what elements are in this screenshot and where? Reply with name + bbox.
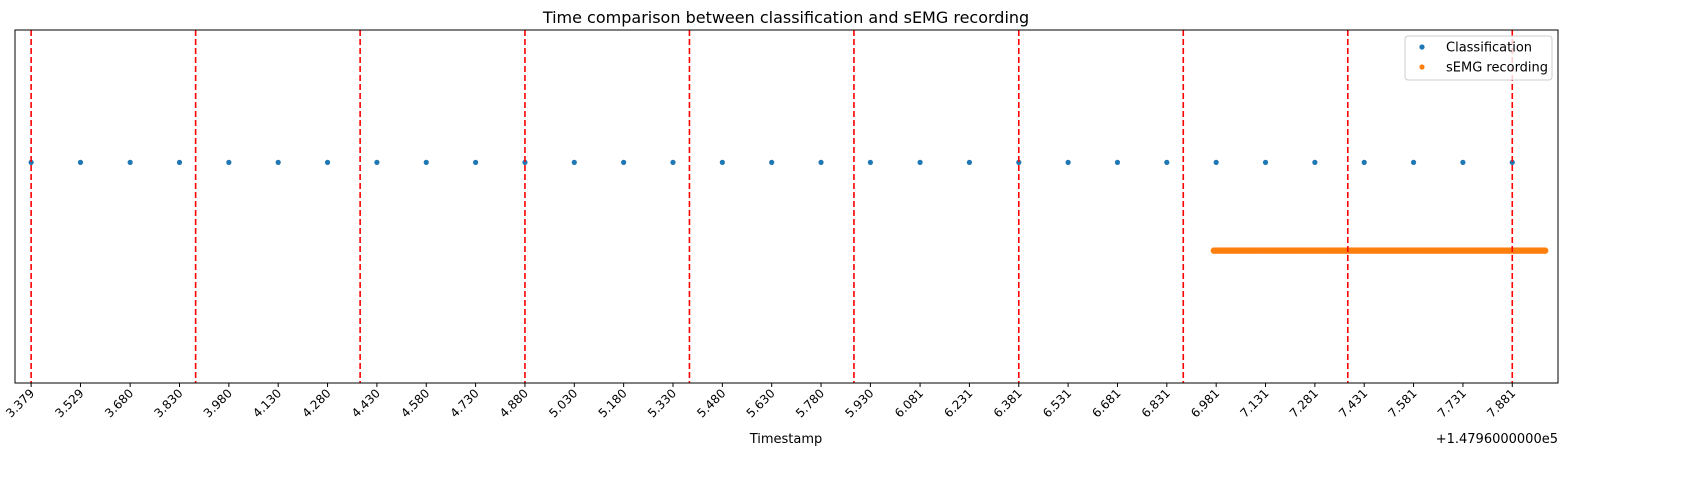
legend-box <box>1404 35 1553 81</box>
classification-point <box>226 159 232 165</box>
classification-point <box>917 159 923 165</box>
legend-label-semg: sEMG recording <box>1446 61 1548 76</box>
classification-point <box>1410 159 1417 165</box>
classification-point <box>1262 159 1269 165</box>
classification-point <box>966 159 973 165</box>
classification-point <box>374 159 380 165</box>
classification-point <box>176 159 183 165</box>
classification-point <box>670 159 676 165</box>
classification-point <box>1361 159 1367 165</box>
classification-point <box>1065 159 1071 165</box>
legend: Classification sEMG recording <box>1404 35 1553 81</box>
classification-point <box>867 159 873 165</box>
classification-point <box>818 159 824 165</box>
plot-frame <box>14 29 1559 384</box>
legend-marker-semg <box>1419 64 1425 70</box>
classification-point <box>127 159 133 165</box>
classification-point <box>1164 159 1170 165</box>
classification-point <box>719 159 725 165</box>
legend-label-classification: Classification <box>1446 41 1532 56</box>
classification-point <box>1509 159 1515 165</box>
legend-marker-classification <box>1419 44 1425 50</box>
plot-area <box>28 30 1549 383</box>
classification-point <box>423 159 429 165</box>
classification-point <box>522 159 528 165</box>
classification-point <box>324 159 331 165</box>
classification-point <box>769 159 775 165</box>
classification-point <box>28 159 34 165</box>
classification-point <box>621 159 627 165</box>
x-axis-offset: +1.4796000000e5 <box>1436 432 1558 447</box>
classification-point <box>275 159 281 165</box>
classification-point <box>1114 159 1121 165</box>
classification-point <box>1213 159 1219 165</box>
classification-point <box>571 159 577 165</box>
x-axis-label: Timestamp <box>749 432 823 447</box>
classification-point <box>1312 159 1318 165</box>
chart-title: Time comparison between classification a… <box>542 8 1029 27</box>
semg-point <box>1541 247 1549 254</box>
classification-point <box>1460 159 1466 165</box>
classification-point <box>1016 159 1022 165</box>
classification-point <box>77 159 84 165</box>
classification-point <box>472 159 479 165</box>
